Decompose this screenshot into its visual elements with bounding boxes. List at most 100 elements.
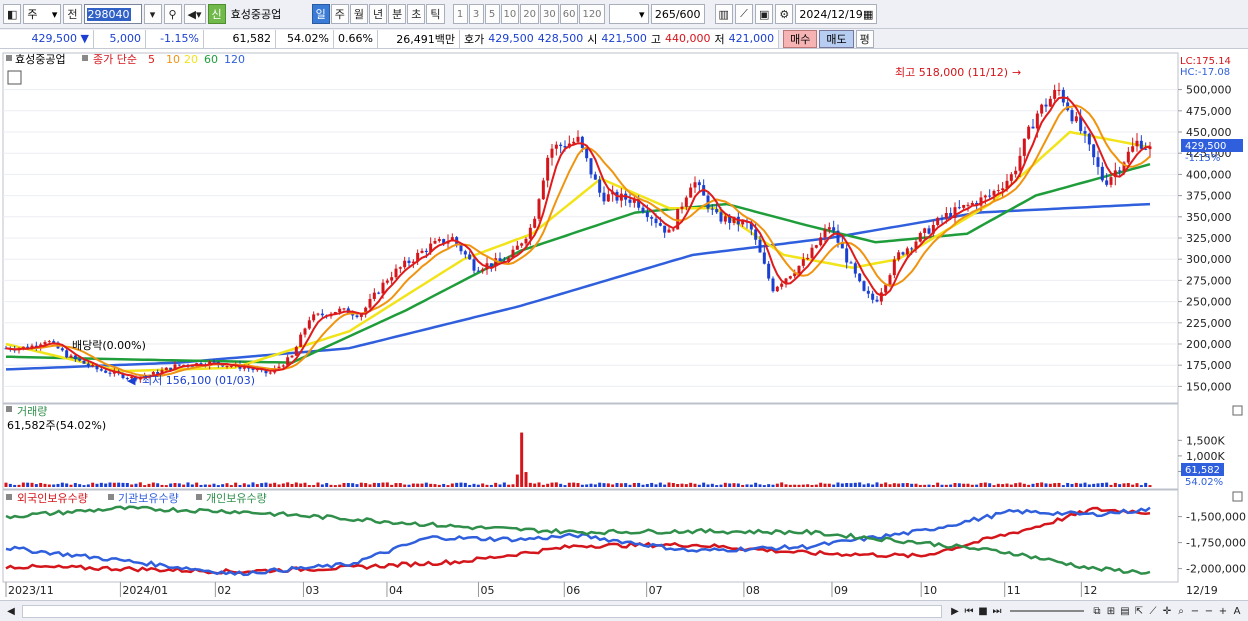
volume-panel-close-icon[interactable] [1232,405,1243,416]
candle-body [528,227,532,239]
candle-body [229,365,233,367]
volume-bar [771,484,775,487]
interval-tab[interactable]: 120 [579,4,605,24]
volume-bar [78,484,82,487]
prev-button[interactable]: 전 [63,4,82,24]
market-type-select[interactable]: 주 ▾ [23,4,62,24]
zoom-out-icon[interactable]: − [1190,605,1200,617]
period-tab[interactable]: 초 [407,4,426,24]
interval-tab[interactable]: 20 [520,4,539,24]
period-tab[interactable]: 일 [311,4,330,24]
stock-code-input[interactable]: 298040 [83,4,142,24]
zoom-slider[interactable] [1010,610,1084,612]
candle-body [73,355,77,360]
stop-icon[interactable]: ■ [978,605,988,617]
candle-type-icon[interactable]: ▥ [714,4,733,24]
period-tab[interactable]: 월 [349,4,369,24]
volume-bar [1001,484,1005,487]
candle-body [697,182,701,186]
candle-body [654,218,658,224]
volume-bar [47,484,51,487]
fast-forward-icon[interactable]: ⏭ [992,605,1002,617]
volume-bar [199,484,203,487]
candle-body [108,372,112,374]
x-axis-label: 10 [923,584,937,597]
ma20-legend: 20 [184,53,198,66]
interval-tab[interactable]: 3 [468,4,484,24]
eval-button[interactable]: 평 [855,29,874,48]
scroll-track[interactable] [22,604,942,618]
save-icon[interactable]: ▣ [754,4,774,24]
split-icon[interactable]: ⊞ [1106,605,1116,617]
candle-body [1096,157,1100,167]
sell-button[interactable]: 매도 [819,29,854,48]
volume-legend-value: 61,582주(54.02%) [7,419,106,432]
zoom-icon[interactable]: ⌕ [1178,605,1184,617]
volume-bar [905,482,909,487]
date-field[interactable]: 2024/12/19 ▦ [795,4,878,24]
rewind-icon[interactable]: ⏮ [964,605,974,617]
volume-bar [468,484,472,487]
sound-icon[interactable]: ◀▾ [183,4,206,24]
settings-gear-icon[interactable]: ⚙ [775,4,794,24]
price-axis-label: 325,000 [1186,232,1232,245]
candle-body [710,208,714,210]
period-tab[interactable]: 틱 [426,4,445,24]
volume-bar [1096,483,1100,487]
high-annotation: 최고 518,000 (11/12) [895,66,1008,79]
table-view-icon[interactable] [7,70,22,85]
drawing-tools-icon[interactable]: ⟋ [734,4,753,24]
buy-button[interactable]: 매수 [783,29,818,48]
period-tab[interactable]: 년 [369,4,388,24]
interval-tab[interactable]: 60 [559,4,579,24]
period-tab[interactable]: 주 [330,4,349,24]
volume-bar [60,482,64,487]
volume: 61,582 [204,29,276,48]
volume-bar [715,485,719,487]
candle-body [580,136,584,149]
candle-body [663,225,667,233]
interval-tab[interactable]: 30 [539,4,559,24]
volume-bar [95,483,99,487]
trend-icon[interactable]: ⟋ [1149,605,1157,617]
volume-bar [1118,484,1122,487]
candle-body [385,280,389,283]
chart-menu-icon[interactable]: ◧ [3,4,22,24]
ma5-legend: 5 [148,53,155,66]
search-icon[interactable]: ⚲ [163,4,182,24]
data-count[interactable]: 265/600 [650,4,705,24]
volume-bar [845,482,849,487]
minus-icon[interactable]: − [1204,605,1214,617]
plus-icon[interactable]: + [1218,605,1228,617]
code-dropdown-button[interactable]: ▾ [143,4,162,24]
candle-body [333,312,337,314]
candle-body [962,205,966,208]
candle-body [104,370,108,373]
candle-body [1118,170,1122,172]
stock-chart[interactable]: 500,000475,000450,000425,000400,000375,0… [0,49,1248,599]
layout-icon[interactable]: ⧉ [1093,605,1101,617]
volume-bar [73,483,77,487]
interval-tab[interactable]: 10 [500,4,520,24]
auto-scale-icon[interactable]: A [1233,605,1241,617]
period-tab[interactable]: 분 [388,4,407,24]
cursor-icon[interactable]: ⇱ [1134,605,1144,617]
holdings-panel-close-icon[interactable] [1232,491,1243,502]
interval-tab[interactable]: 5 [484,4,500,24]
volume-bar [203,484,207,487]
bar-icon[interactable]: ▤ [1120,605,1130,617]
volume-bar [368,484,372,487]
volume-bar [559,483,563,487]
candle-body [871,293,875,300]
interval-select[interactable]: ▾ [608,4,649,24]
interval-tab[interactable]: 1 [452,4,468,24]
candle-body [775,286,779,292]
scroll-left-icon[interactable]: ◀ [7,605,15,617]
candle-body [966,204,970,206]
scroll-right-icon[interactable]: ▶ [951,605,959,617]
price-axis-label: 175,000 [1186,359,1232,372]
candle-body [892,259,896,276]
candle-body [169,367,173,370]
crosshair-icon[interactable]: ✛ [1162,605,1172,617]
candle-body [667,229,671,233]
